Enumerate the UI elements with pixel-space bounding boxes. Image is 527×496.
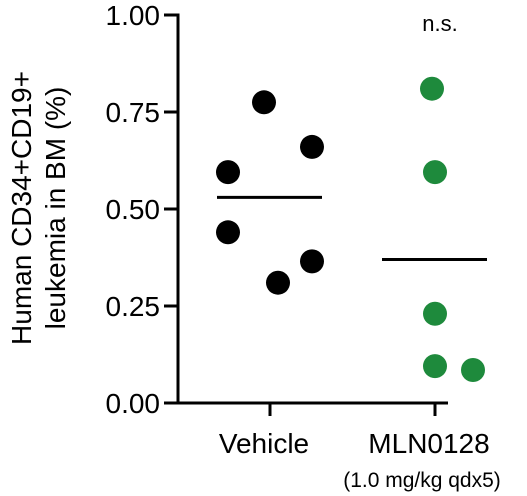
y-axis-title-line-2: leukemia in BM (%)	[40, 87, 71, 330]
y-tick-label: 0.50	[106, 194, 161, 225]
data-point	[420, 76, 444, 101]
data-point	[423, 160, 447, 185]
data-point	[423, 301, 447, 326]
data-point	[300, 249, 324, 274]
data-point	[300, 134, 324, 159]
data-point	[216, 160, 240, 185]
x-category-sublabel: (1.0 mg/kg qdx5)	[343, 469, 501, 492]
x-axis-labels: Vehicle MLN0128 (1.0 mg/kg qdx5)	[219, 428, 501, 492]
data-point	[423, 354, 447, 379]
data-point	[216, 220, 240, 245]
y-tick-label: 0.25	[106, 291, 161, 322]
data-point	[252, 90, 276, 115]
x-category-label: MLN0128	[368, 428, 489, 459]
y-tick-label: 0.75	[106, 97, 161, 128]
data-point	[461, 358, 485, 383]
y-axis-title-line-1: Human CD34+CD19+	[6, 71, 37, 345]
axes: 0.00 0.25 0.50 0.75 1.00	[106, 0, 448, 419]
data-point	[266, 270, 290, 295]
significance-annotation: n.s.	[422, 11, 457, 36]
y-tick-label: 0.00	[106, 388, 161, 419]
y-tick-label: 1.00	[106, 0, 161, 31]
y-axis-title: Human CD34+CD19+ leukemia in BM (%)	[6, 71, 71, 345]
data-points	[216, 76, 485, 383]
x-category-label: Vehicle	[219, 428, 309, 459]
mean-lines	[217, 195, 487, 261]
